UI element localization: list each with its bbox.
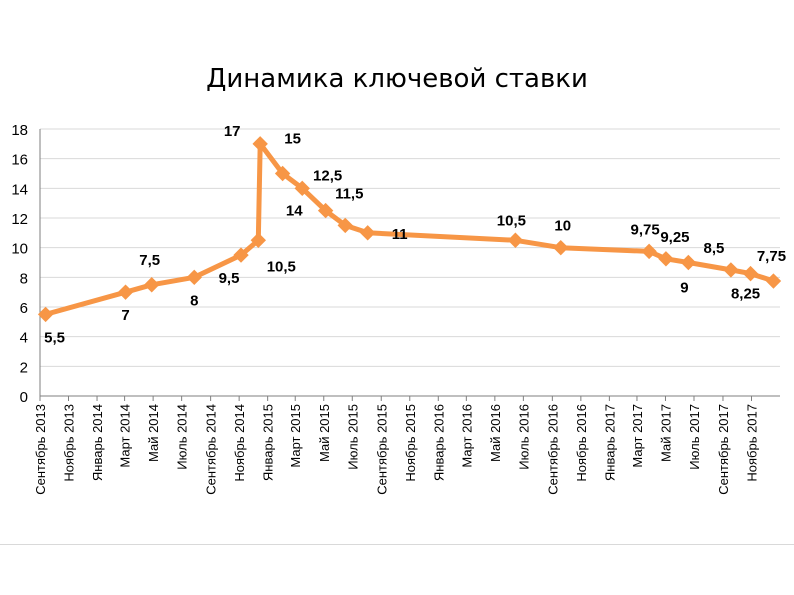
data-point (233, 247, 249, 263)
data-label: 7,75 (757, 248, 786, 265)
x-tick-labels: Сентябрь 2013 Ноябрь 2013 Январь 2014 Март … (33, 404, 759, 495)
data-label: 10,5 (497, 212, 526, 229)
y-tick-label: 2 (20, 359, 28, 376)
data-point (723, 262, 739, 278)
data-label: 5,5 (44, 329, 65, 346)
data-label: 9,75 (631, 221, 660, 238)
x-tick-label: Ноябрь 2013 (62, 404, 77, 482)
x-tick-label: Ноябрь 2014 (232, 404, 247, 482)
x-tick-label: Март 2016 (459, 404, 474, 468)
y-tick-label: 0 (20, 389, 28, 406)
data-labels: 5,5 7 7,5 8 9,5 10,5 17 15 14 12,511,5 11 10,5 10 9,7… (44, 123, 786, 347)
x-tick-label: Май 2016 (488, 404, 503, 462)
data-point (658, 251, 674, 267)
y-tick-labels: 0 2 4 6 8 10 12 14 16 18 (11, 122, 28, 406)
data-point (742, 265, 759, 282)
x-tick-label: Май 2017 (658, 404, 673, 462)
data-label: 14 (286, 202, 303, 219)
y-tick-label: 16 (11, 152, 28, 169)
x-tick-label: Ноябрь 2017 (744, 404, 759, 482)
data-point (317, 202, 334, 219)
data-label: 7,5 (139, 252, 160, 269)
y-tick-label: 12 (11, 211, 28, 228)
y-tick-label: 8 (20, 270, 28, 287)
divider (0, 544, 794, 545)
data-point (274, 165, 291, 182)
data-point (294, 180, 310, 197)
y-tick-label: 14 (11, 181, 28, 198)
chart-title: Динамика ключевой ставки (206, 64, 588, 94)
data-point (144, 277, 160, 293)
x-tick-label: Январь 2016 (431, 404, 446, 481)
y-tick-label: 6 (20, 300, 28, 317)
data-point (252, 136, 268, 152)
data-label: 8 (190, 292, 198, 309)
x-tick-label: Сентябрь 2015 (374, 404, 389, 495)
x-tick-label: Сентябрь 2016 (545, 404, 560, 495)
data-label: 17 (224, 123, 241, 140)
data-label: 10 (554, 218, 571, 235)
x-tick-label: Ноябрь 2015 (403, 404, 418, 482)
x-tick-label: Сентябрь 2013 (33, 404, 48, 495)
x-tick-label: Июль 2016 (516, 404, 531, 470)
data-label: 9,5 (219, 270, 240, 287)
data-point (337, 217, 353, 234)
data-point (117, 284, 134, 300)
data-label: 15 (284, 131, 301, 148)
data-point (641, 243, 657, 260)
data-label: 7 (121, 307, 129, 324)
x-tick-label: Март 2017 (630, 404, 645, 468)
x-tick-label: Март 2014 (118, 404, 133, 468)
y-tick-label: 4 (20, 330, 28, 347)
y-tick-label: 10 (11, 241, 28, 258)
x-tick-label: Март 2015 (288, 404, 303, 468)
data-markers (37, 136, 782, 323)
grid-lines (40, 128, 780, 367)
axes (39, 129, 780, 401)
data-point (37, 306, 54, 323)
x-tick-label: Сентябрь 2014 (204, 404, 219, 495)
data-point (507, 232, 524, 248)
x-tick-label: Январь 2014 (90, 404, 105, 481)
data-label: 10,5 (267, 258, 296, 275)
y-tick-label: 18 (11, 122, 28, 139)
data-label: 8,25 (731, 286, 760, 303)
x-tick-label: Июль 2017 (687, 404, 702, 470)
x-tick-label: Июль 2015 (345, 404, 360, 470)
x-tick-label: Май 2014 (146, 404, 161, 462)
data-point (553, 239, 569, 256)
data-point (680, 254, 697, 271)
data-point (186, 269, 202, 286)
data-label: 11,5 (335, 185, 363, 202)
x-tick-label: Май 2015 (317, 404, 332, 462)
data-label: 12,5 (313, 168, 342, 185)
x-tick-label: Сентябрь 2017 (716, 404, 731, 495)
x-tick-label: Январь 2015 (261, 404, 276, 481)
x-tick-label: Январь 2017 (602, 404, 617, 481)
data-label: 9 (680, 280, 688, 297)
data-label: 11 (392, 226, 408, 243)
x-tick-label: Июль 2014 (175, 404, 190, 470)
data-point (359, 225, 376, 241)
x-tick-label: Ноябрь 2016 (574, 404, 589, 482)
data-label: 9,25 (660, 229, 689, 246)
data-point (250, 232, 267, 248)
data-point (765, 273, 782, 289)
data-label: 8,5 (703, 240, 724, 257)
